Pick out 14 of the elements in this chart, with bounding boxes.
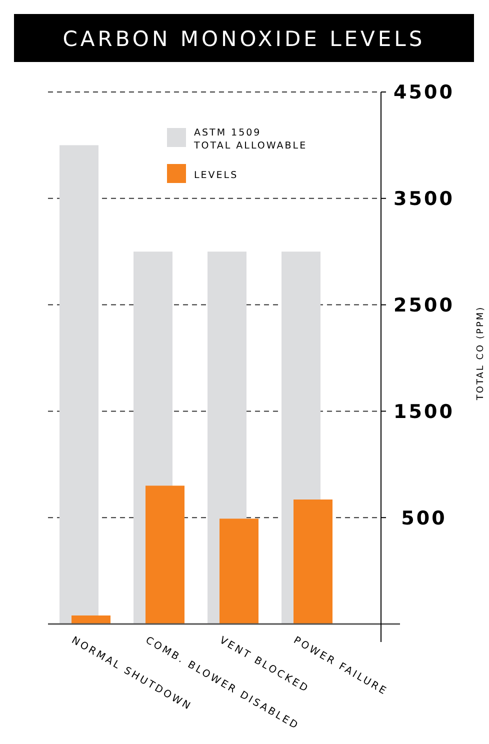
y-axis-title: TOTAL CO (PPM)	[476, 306, 486, 402]
bar	[294, 500, 332, 624]
y-tick-label: 4500	[394, 82, 454, 104]
y-tick-label: 500	[401, 507, 447, 530]
legend-label: ASTM 1509 TOTAL ALLOWABLE	[193, 128, 308, 152]
bar	[146, 486, 184, 624]
bar	[72, 615, 110, 624]
bar	[60, 145, 98, 624]
chart-title: CARBON MONOXIDE LEVELS	[62, 27, 426, 51]
bar	[220, 518, 258, 624]
y-tick-label: 2500	[394, 294, 454, 316]
y-tick-label: 1500	[394, 400, 454, 423]
legend-label: LEVELS	[194, 170, 238, 181]
y-tick-label: 3500	[394, 188, 454, 210]
